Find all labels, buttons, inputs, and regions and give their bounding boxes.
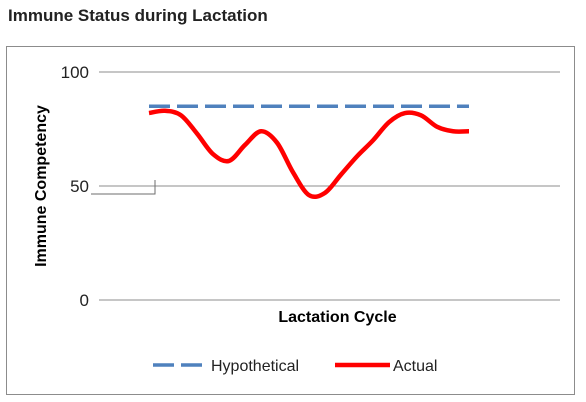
y-tick-label: 0 bbox=[80, 291, 89, 310]
legend: Hypothetical Actual bbox=[153, 358, 437, 375]
annotation-connector bbox=[91, 180, 156, 195]
y-axis-title: Immune Competency bbox=[33, 105, 50, 267]
chart-frame: 0 50 100 Hypothetical Actual Lactation Cycl… bbox=[6, 46, 575, 395]
line-chart: 0 50 100 Hypothetical Actual Lactation Cycl… bbox=[33, 63, 560, 375]
series-lines bbox=[148, 104, 470, 200]
y-tick-label: 100 bbox=[61, 63, 89, 82]
y-tick-label: 50 bbox=[70, 177, 89, 196]
series-line-actual bbox=[148, 108, 470, 200]
chart-title: Immune Status during Lactation bbox=[8, 6, 268, 25]
legend-label-actual: Actual bbox=[393, 358, 437, 375]
legend-label-hypothetical: Hypothetical bbox=[211, 358, 299, 375]
x-axis-title: Lactation Cycle bbox=[278, 309, 396, 326]
y-tick-labels: 0 50 100 bbox=[61, 63, 89, 310]
